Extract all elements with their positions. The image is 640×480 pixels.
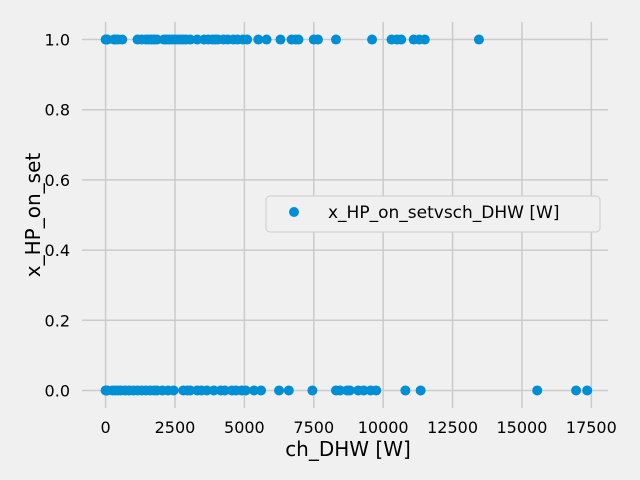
data-point [151,34,162,45]
y-tick-label: 0.4 [45,241,70,260]
data-point [274,385,285,396]
legend: x_HP_on_setvsch_DHW [W] [265,195,601,233]
data-point [208,385,219,396]
y-tick-label: 1.0 [45,31,70,50]
x-axis-label: ch_DHW [W] [285,437,411,461]
data-point [367,34,378,45]
data-point [400,385,411,396]
x-tick-label: 2500 [155,418,196,437]
data-point [261,34,272,45]
y-tick-label: 0.6 [45,171,70,190]
data-point [371,385,382,396]
data-point [532,385,543,396]
data-point [344,385,355,396]
data-point [312,34,323,45]
data-point [307,385,318,396]
data-point [117,34,128,45]
x-tick-label: 7500 [293,418,334,437]
data-point [219,385,230,396]
data-point [249,385,260,396]
data-point [415,385,426,396]
x-tick-label: 17500 [566,418,617,437]
legend-box [265,195,601,233]
data-point [185,385,196,396]
x-tick-label: 5000 [224,418,265,437]
data-point [168,385,179,396]
data-point [419,34,430,45]
data-point [275,34,286,45]
legend-label: x_HP_on_setvsch_DHW [W] [328,203,559,223]
data-point [201,385,212,396]
y-tick-label: 0.0 [45,381,70,400]
data-point [185,34,196,45]
data-point [335,385,346,396]
data-point [330,34,341,45]
data-point [582,385,593,396]
data-point [253,34,264,45]
y-axis-label: x_HP_on_set [21,153,45,278]
data-point [358,385,369,396]
data-point [242,34,253,45]
data-point [192,34,203,45]
y-tick-label: 0.8 [45,101,70,120]
x-tick-label: 12500 [427,418,478,437]
data-point [473,34,484,45]
y-tick-label: 0.2 [45,311,70,330]
x-tick-label: 15000 [496,418,547,437]
data-point [240,385,251,396]
x-axis-ticks: 0 2500 5000 7500 10000 12500 15000 17500 [100,418,616,437]
data-points [100,34,593,396]
data-point [396,34,407,45]
data-point [283,385,294,396]
data-point [571,385,582,396]
x-tick-label: 10000 [358,418,409,437]
x-tick-label: 0 [100,418,110,437]
data-point [256,385,267,396]
data-point [293,34,304,45]
y-axis-ticks: 0.0 0.2 0.4 0.6 0.8 1.0 [45,31,70,401]
legend-marker [289,207,299,217]
